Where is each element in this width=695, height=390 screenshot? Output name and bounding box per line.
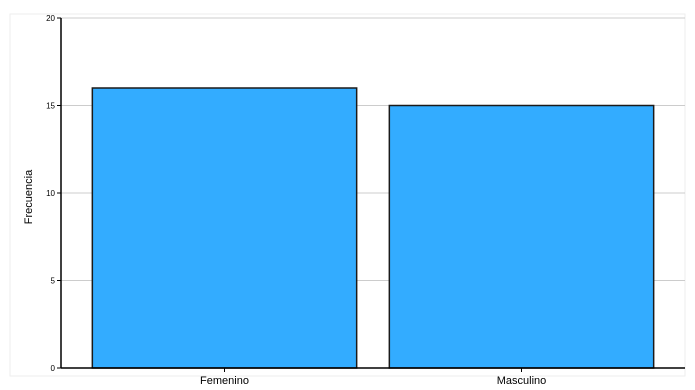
y-tick-label: 5 xyxy=(51,277,56,286)
chart-frame xyxy=(9,13,686,377)
y-tick-label: 0 xyxy=(51,364,56,373)
y-tick-label: 15 xyxy=(46,102,55,111)
bar-masculino xyxy=(388,104,655,369)
y-ticks: 0 5 10 15 20 xyxy=(46,14,61,373)
y-axis-title: Frecuencia xyxy=(23,169,35,224)
y-tick-label: 10 xyxy=(46,189,55,198)
x-tick-labels: Femenino Masculino xyxy=(200,368,546,387)
bar-femenino xyxy=(91,87,358,369)
x-tick-label: Femenino xyxy=(200,375,249,387)
x-tick-label: Masculino xyxy=(497,375,547,387)
y-tick-label: 20 xyxy=(46,14,55,23)
